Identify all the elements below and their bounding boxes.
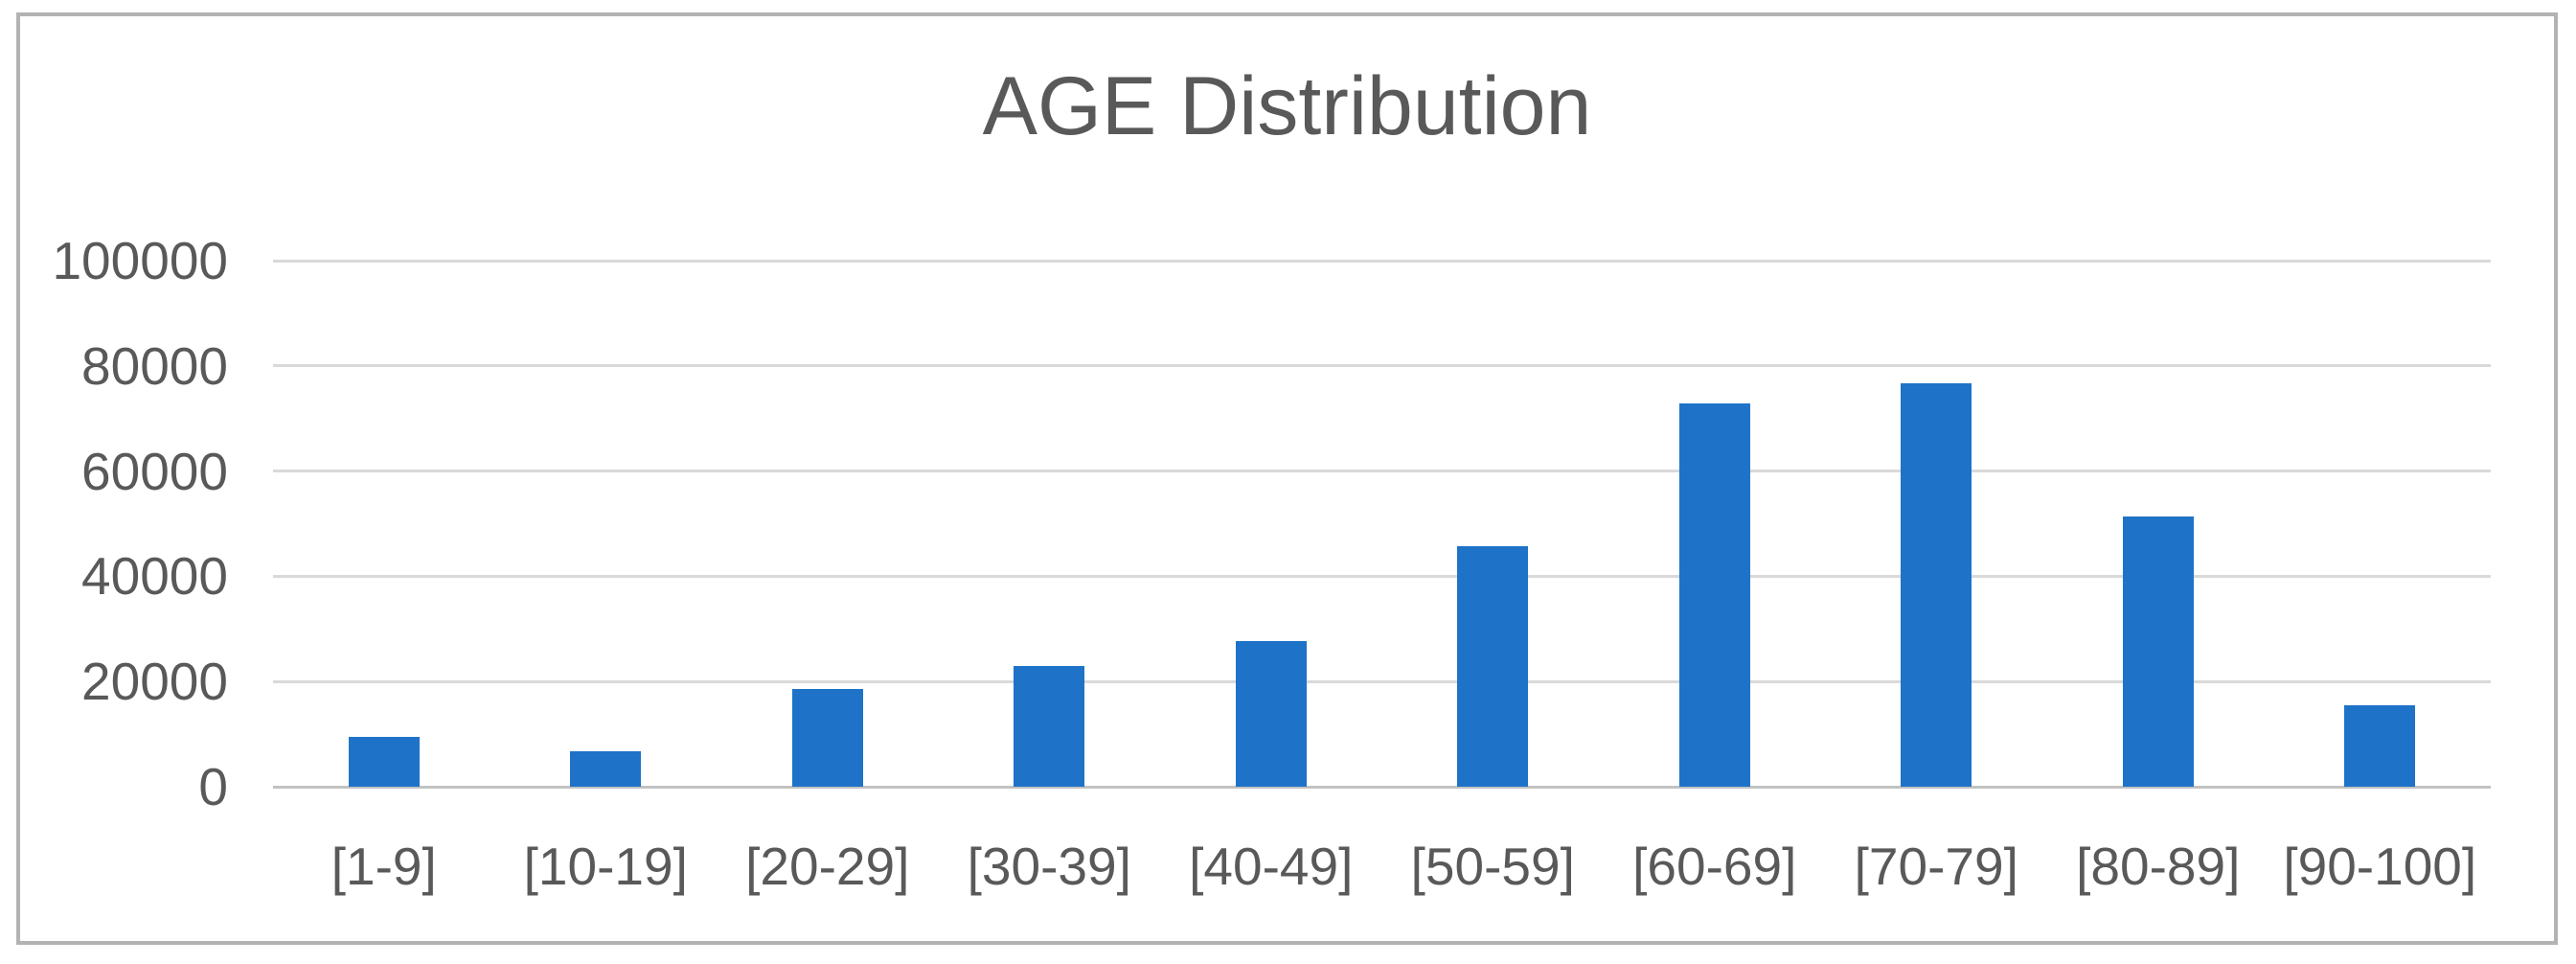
gridline xyxy=(273,470,2491,473)
x-axis-category-label: [30-39] xyxy=(967,837,1131,896)
x-axis-line xyxy=(273,785,2491,789)
chart-border-frame xyxy=(16,12,2558,945)
x-axis-category-label: [10-19] xyxy=(523,837,688,896)
y-axis-tick-label: 20000 xyxy=(81,652,228,712)
chart-bar-[30-39] xyxy=(1014,666,1085,787)
chart-bar-[1-9] xyxy=(348,736,420,787)
x-axis-category-label: [40-49] xyxy=(1189,837,1354,896)
y-axis-tick-label: 100000 xyxy=(52,231,228,290)
y-axis-tick-label: 0 xyxy=(198,757,228,816)
gridline xyxy=(273,574,2491,578)
gridline xyxy=(273,364,2491,368)
chart-bar-[90-100] xyxy=(2344,704,2416,787)
chart-bar-[10-19] xyxy=(570,750,642,787)
chart-bar-[60-69] xyxy=(1678,402,1750,787)
chart-bar-[40-49] xyxy=(1235,640,1307,787)
chart-bar-[20-29] xyxy=(791,688,863,787)
gridline xyxy=(273,259,2491,263)
x-axis-category-label: [70-79] xyxy=(1854,837,2018,896)
chart-bar-[50-59] xyxy=(1457,546,1529,787)
y-axis-tick-label: 60000 xyxy=(81,441,228,501)
x-axis-category-label: [90-100] xyxy=(2283,837,2477,896)
x-axis-category-label: [80-89] xyxy=(2076,837,2241,896)
x-axis-category-label: [60-69] xyxy=(1632,837,1797,896)
chart-title: AGE Distribution xyxy=(982,60,1592,152)
x-axis-category-label: [20-29] xyxy=(745,837,910,896)
chart-bar-[70-79] xyxy=(1901,382,1972,787)
x-axis-category-label: [50-59] xyxy=(1410,837,1575,896)
x-axis-category-label: [1-9] xyxy=(331,837,437,896)
chart-bar-[80-89] xyxy=(2122,516,2194,787)
gridline xyxy=(273,679,2491,683)
y-axis-tick-label: 80000 xyxy=(81,335,228,396)
y-axis-tick-label: 40000 xyxy=(81,546,228,607)
